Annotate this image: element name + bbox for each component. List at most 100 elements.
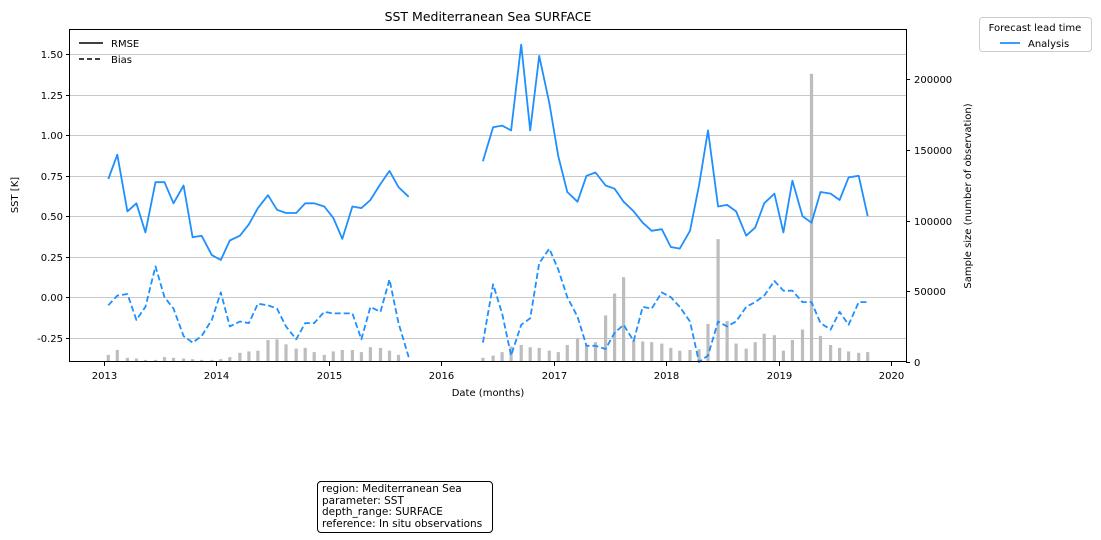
y-tick-label: 0.50: [41, 212, 63, 223]
sample-size-bar: [331, 351, 335, 362]
sample-size-bar: [556, 352, 560, 362]
sample-size-bar: [519, 345, 523, 362]
legend-rmse-label: RMSE: [111, 39, 139, 50]
sample-size-bar: [378, 347, 383, 362]
sample-size-bar: [866, 352, 870, 362]
y2-tick-label: 100000: [914, 217, 952, 228]
legend-analysis-label: Analysis: [1028, 39, 1069, 50]
x-tick-label: 2014: [204, 371, 229, 382]
sample-size-bar: [753, 342, 757, 362]
sample-size-bar: [669, 347, 673, 362]
sample-size-bar: [565, 345, 569, 362]
y2-axis-ticks: 0 50000 100000 150000 200000: [906, 75, 952, 369]
sample-size-bar: [697, 349, 701, 362]
sample-size-bar: [762, 333, 766, 362]
sample-size-bar: [744, 348, 748, 362]
sample-size-bar: [219, 359, 223, 362]
sample-size-bar: [790, 340, 794, 362]
sample-size-bar: [678, 350, 682, 362]
grid-lines: [70, 54, 906, 339]
series-lines: [107, 43, 869, 363]
sample-size-bar: [547, 350, 551, 362]
info-region: region: Mediterranean Sea: [322, 483, 462, 495]
sample-size-bar: [772, 335, 776, 362]
sample-size-bar: [312, 352, 316, 362]
sample-size-bar: [632, 340, 636, 362]
sample-size-bar: [396, 354, 401, 362]
sample-size-bar: [575, 338, 580, 362]
sample-size-bar: [303, 347, 307, 362]
sample-size-bar: [350, 350, 354, 362]
x-tick-label: 2013: [92, 371, 117, 382]
sample-size-bar: [650, 342, 654, 362]
y-tick-label: -0.25: [37, 334, 63, 345]
x-axis-ticks: 2013 2014 2015 2016 2017 2018 2019 2020: [92, 362, 904, 382]
sample-size-bar: [247, 351, 251, 362]
sample-size-bar: [125, 357, 129, 362]
sample-size-bar: [153, 359, 158, 362]
info-parameter: parameter: SST: [322, 494, 404, 507]
sample-size-bar: [716, 239, 720, 362]
metadata-info-box: region: Mediterranean Sea parameter: SST…: [317, 481, 493, 533]
x-axis-label: Date (months): [452, 388, 525, 399]
sample-size-bar: [162, 357, 167, 362]
sample-size-bar: [847, 351, 851, 362]
sample-size-bar: [613, 293, 617, 362]
sample-size-bar: [210, 359, 214, 362]
sample-size-bar: [368, 347, 372, 362]
sample-size-bar: [660, 343, 664, 362]
sample-size-bar: [584, 345, 589, 362]
sample-size-bar: [106, 354, 110, 362]
y-axis-ticks: -0.25 0.00 0.25 0.50 0.75 1.00 1.25 1.50: [37, 50, 70, 345]
y-tick-label: 0.25: [41, 253, 63, 264]
y2-tick-label: 0: [914, 358, 920, 369]
sample-size-bar: [829, 345, 833, 362]
sample-size-bar: [228, 357, 232, 362]
sample-size-bar: [500, 352, 504, 362]
sample-size-bar: [491, 355, 495, 362]
lead-time-legend: Forecast lead time Analysis: [979, 17, 1092, 52]
sample-size-bar: [706, 323, 710, 362]
info-reference: reference: In situ observations: [322, 517, 483, 530]
sample-size-bar: [294, 348, 298, 362]
sample-size-bar: [688, 350, 692, 362]
sample-size-bar: [200, 359, 204, 362]
y-tick-label: 1.50: [41, 50, 63, 61]
sample-size-bar: [857, 352, 861, 362]
x-tick-label: 2020: [879, 371, 904, 382]
y-tick-label: 0.75: [41, 172, 63, 183]
lead-time-legend-title: Forecast lead time: [989, 23, 1082, 34]
legend-bias-label: Bias: [111, 55, 132, 66]
y-tick-label: 1.00: [41, 131, 63, 142]
bias-line: [107, 247, 868, 363]
sample-size-bar: [604, 315, 608, 362]
sample-size-bar: [359, 352, 363, 362]
x-tick-label: 2018: [654, 371, 679, 382]
sample-size-bar: [182, 358, 186, 362]
y-tick-label: 0.00: [41, 293, 63, 304]
sample-size-bar: [275, 339, 279, 362]
sample-size-bar: [322, 354, 326, 362]
y2-tick-label: 200000: [914, 75, 952, 86]
sample-size-bar: [725, 321, 729, 362]
sample-size-bar: [734, 343, 738, 362]
x-tick-label: 2017: [542, 371, 567, 382]
sample-size-bar: [593, 342, 598, 362]
sample-size-bar: [622, 277, 626, 362]
sample-size-bar: [800, 329, 805, 362]
style-legend: RMSE Bias: [79, 39, 139, 66]
sample-size-bar: [284, 344, 288, 362]
sample-size-bar: [340, 350, 344, 362]
y-tick-label: 1.25: [41, 91, 63, 102]
sample-size-bar: [171, 357, 176, 362]
sample-size-bar: [134, 358, 138, 362]
y2-axis-label: Sample size (number of observation): [963, 103, 974, 288]
x-tick-label: 2015: [317, 371, 342, 382]
sample-size-bar: [191, 359, 195, 362]
sample-size-bar: [387, 350, 392, 362]
sample-size-bar: [528, 347, 532, 362]
sample-size-bar: [781, 350, 785, 362]
plot-frame: [69, 29, 907, 362]
chart-title: SST Mediterranean Sea SURFACE: [385, 9, 592, 24]
